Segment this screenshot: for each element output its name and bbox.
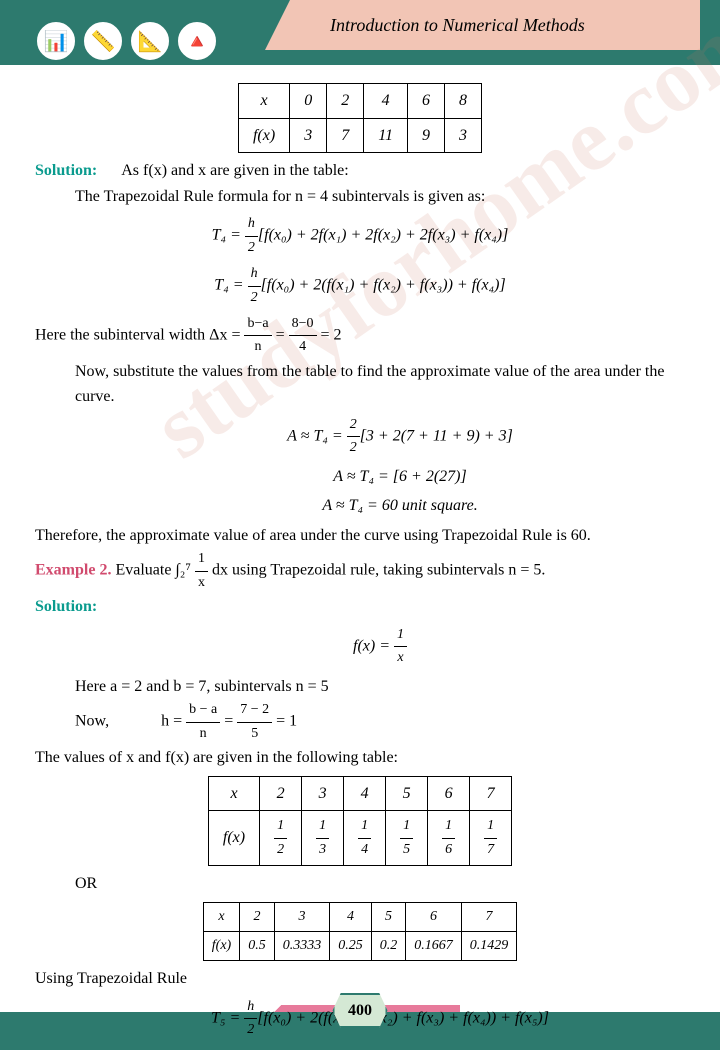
header: Introduction to Numerical Methods xyxy=(290,0,700,50)
ruler-icon: 📏 xyxy=(82,20,124,62)
t1-h1: x xyxy=(238,84,289,119)
p2: The Trapezoidal Rule formula for n = 4 s… xyxy=(75,184,685,210)
p4: Now, substitute the values from the tabl… xyxy=(75,359,685,410)
header-title: Introduction to Numerical Methods xyxy=(330,15,585,36)
p8: The values of x and f(x) are given in th… xyxy=(35,745,685,771)
tri-icon: 🔺 xyxy=(176,20,218,62)
compass-icon: 📐 xyxy=(129,20,171,62)
solution-label-2: Solution: xyxy=(35,598,97,615)
table-3: x234567 f(x)0.50.33330.250.20.16670.1429 xyxy=(203,902,517,962)
table-1: x02468 f(x)371193 xyxy=(238,83,482,153)
header-icons: 📊 📏 📐 🔺 xyxy=(35,20,218,62)
page-number: 400 xyxy=(333,993,388,1028)
table-2: x234567 f(x)121314151617 xyxy=(208,776,512,866)
solution-label: Solution: xyxy=(35,162,97,179)
p9: Using Trapezoidal Rule xyxy=(35,966,685,992)
content: x02468 f(x)371193 Solution: As f(x) and … xyxy=(35,78,685,970)
calc-icon: 📊 xyxy=(35,20,77,62)
example-label: Example 2. xyxy=(35,562,111,579)
p5: Therefore, the approximate value of area… xyxy=(35,523,685,549)
or-label: OR xyxy=(75,871,685,897)
t1-h2: f(x) xyxy=(238,118,289,153)
